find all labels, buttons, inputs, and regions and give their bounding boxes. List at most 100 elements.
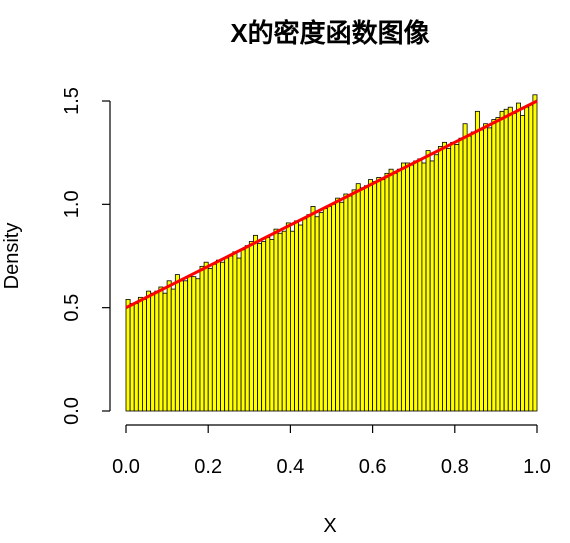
histogram-bar — [507, 106, 513, 412]
y-tick-label: 1.5 — [61, 87, 83, 115]
histogram-bar — [265, 236, 271, 412]
histogram-bar — [273, 228, 279, 412]
histogram-bar — [158, 286, 164, 412]
histogram-bar — [298, 224, 304, 412]
histogram-bar — [532, 94, 538, 412]
x-axis-label: X — [323, 515, 336, 537]
histogram-bar — [409, 164, 415, 412]
histogram-bar — [154, 290, 160, 412]
histogram-bar — [347, 195, 353, 412]
histogram-bar — [421, 162, 427, 412]
histogram-bar — [257, 243, 263, 412]
histogram-bar — [285, 222, 291, 412]
histogram-bar — [335, 197, 341, 412]
histogram-bar — [142, 298, 147, 412]
histogram-bar — [179, 280, 184, 412]
density-curve — [125, 99, 538, 310]
histogram-bar — [487, 127, 493, 412]
histogram-bar — [433, 154, 439, 412]
histogram-bar — [331, 203, 337, 412]
x-tick-label: 0.6 — [359, 456, 387, 478]
histogram-bar — [133, 303, 139, 412]
histogram-bar — [150, 292, 156, 412]
histogram-bar — [520, 115, 526, 412]
histogram-bar — [495, 117, 501, 412]
histogram-bar — [318, 212, 324, 412]
histogram-bar — [483, 123, 489, 412]
histogram-bars — [125, 94, 538, 412]
histogram-bar — [232, 251, 238, 412]
histogram-bar — [516, 102, 521, 412]
y-tick-label: 0.0 — [61, 397, 83, 425]
histogram-bar — [174, 274, 180, 412]
histogram-bar — [322, 208, 328, 412]
histogram-bar — [244, 245, 250, 412]
histogram-bar — [211, 263, 217, 412]
histogram-bar — [224, 257, 230, 412]
histogram-bar — [220, 261, 226, 412]
histogram-bar — [376, 177, 382, 412]
histogram-bar — [417, 158, 423, 412]
histogram-bar — [281, 230, 287, 412]
histogram-bar — [384, 172, 390, 412]
histogram-bar — [277, 232, 283, 412]
y-tick-label: 1.0 — [61, 190, 83, 218]
histogram-bar — [425, 150, 431, 412]
histogram-bar — [248, 241, 254, 412]
histogram-bar — [203, 261, 209, 412]
histogram-bar — [306, 214, 312, 412]
histogram-bar — [462, 123, 468, 412]
histogram-bar — [125, 298, 131, 412]
histogram-bar — [183, 280, 189, 412]
histogram-bar — [479, 129, 484, 412]
histogram-bar — [187, 276, 193, 412]
y-axis-label: Density — [1, 223, 23, 290]
histogram-bar — [199, 265, 205, 412]
histogram-bar — [195, 278, 201, 412]
histogram-bar — [450, 141, 456, 412]
y-tick-label: 0.5 — [61, 294, 83, 322]
histogram-bar — [236, 257, 242, 412]
histogram-bar — [166, 280, 172, 412]
histogram-bar — [446, 148, 452, 412]
histogram-bar — [429, 160, 435, 412]
histogram-bar — [405, 162, 410, 412]
histogram-bar — [207, 267, 213, 412]
histogram-bar — [499, 110, 505, 412]
histogram-bar — [146, 290, 152, 412]
histogram-bar — [355, 183, 361, 412]
histogram-bar — [437, 146, 443, 412]
histogram-bar — [289, 230, 295, 412]
x-tick-label: 0.4 — [276, 456, 304, 478]
histogram-bar — [528, 104, 534, 412]
histogram-bar — [380, 179, 386, 412]
histogram-bar — [253, 234, 258, 412]
histogram-bar — [363, 185, 369, 412]
histogram-bar — [503, 108, 509, 412]
histogram-bar — [269, 239, 275, 412]
histogram-bar — [240, 249, 246, 412]
chart-title: X的密度函数图像 — [230, 18, 430, 48]
histogram-bar — [396, 168, 402, 412]
y-axis-ticks: 0.0 0.5 1.0 1.5 — [61, 87, 110, 425]
x-tick-label: 0.0 — [112, 456, 140, 478]
histogram-bar — [343, 193, 349, 412]
histogram-bar — [454, 143, 460, 412]
x-tick-label: 0.8 — [441, 456, 469, 478]
histogram-bar — [170, 288, 176, 412]
histogram-bar — [491, 119, 497, 412]
x-axis-ticks: 0.0 0.2 0.4 0.6 0.8 1.0 — [112, 425, 551, 478]
histogram-bar — [129, 303, 135, 412]
histogram-bar — [339, 201, 345, 412]
histogram-bar — [372, 181, 378, 412]
histogram-bar — [368, 179, 373, 412]
histogram-bar — [466, 135, 472, 412]
histogram-bar — [228, 255, 234, 412]
histogram-bar — [294, 220, 300, 412]
histogram-bar — [413, 160, 419, 412]
histogram-bar — [302, 218, 308, 412]
histogram-bar — [261, 241, 267, 412]
histogram-bar — [392, 172, 398, 412]
histogram-bar — [400, 162, 406, 412]
